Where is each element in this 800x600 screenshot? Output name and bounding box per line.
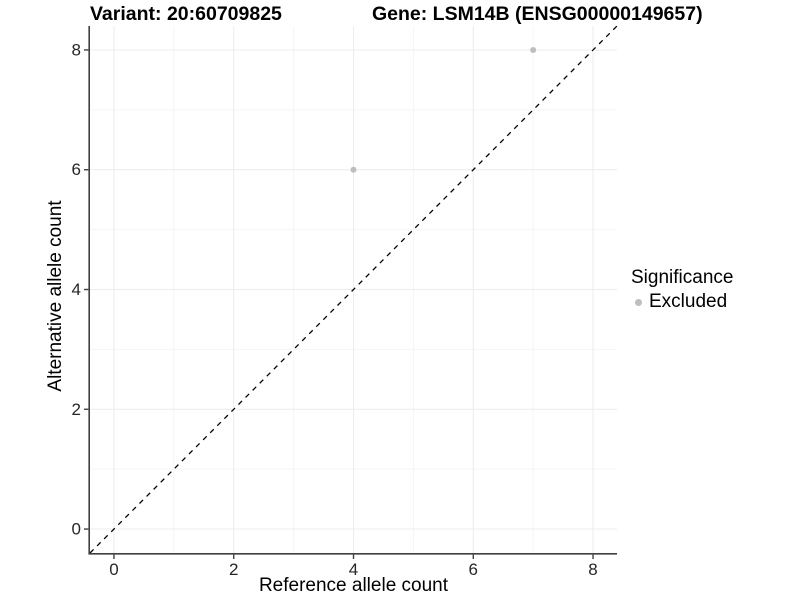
- x-tick-label: 8: [588, 560, 597, 579]
- legend-point-icon: [635, 298, 642, 306]
- plot-title-variant: Variant: 20:60709825: [90, 3, 282, 25]
- legend: Significance Excluded: [631, 267, 733, 313]
- data-point: [530, 46, 537, 53]
- y-tick-label: 6: [72, 160, 81, 179]
- x-tick-label: 4: [349, 560, 358, 579]
- legend-item-label: Excluded: [649, 291, 728, 312]
- identity-dashed-line: [89, 25, 618, 554]
- x-tick-label: 6: [469, 560, 478, 579]
- plot-title-gene: Gene: LSM14B (ENSG00000149657): [372, 3, 703, 25]
- data-point: [350, 166, 357, 173]
- legend-items: Excluded: [631, 291, 733, 313]
- x-axis-title: Reference allele count: [258, 575, 449, 596]
- legend-title: Significance: [631, 267, 734, 288]
- y-tick-label: 8: [72, 40, 81, 59]
- legend-item: Excluded: [631, 291, 733, 313]
- y-tick-label: 4: [72, 280, 81, 299]
- x-tick-label: 0: [109, 560, 118, 579]
- y-tick-label: 2: [72, 400, 81, 419]
- x-tick-label: 2: [229, 560, 238, 579]
- y-axis-title: Alternative allele count: [45, 200, 66, 392]
- y-tick-label: 0: [72, 520, 81, 539]
